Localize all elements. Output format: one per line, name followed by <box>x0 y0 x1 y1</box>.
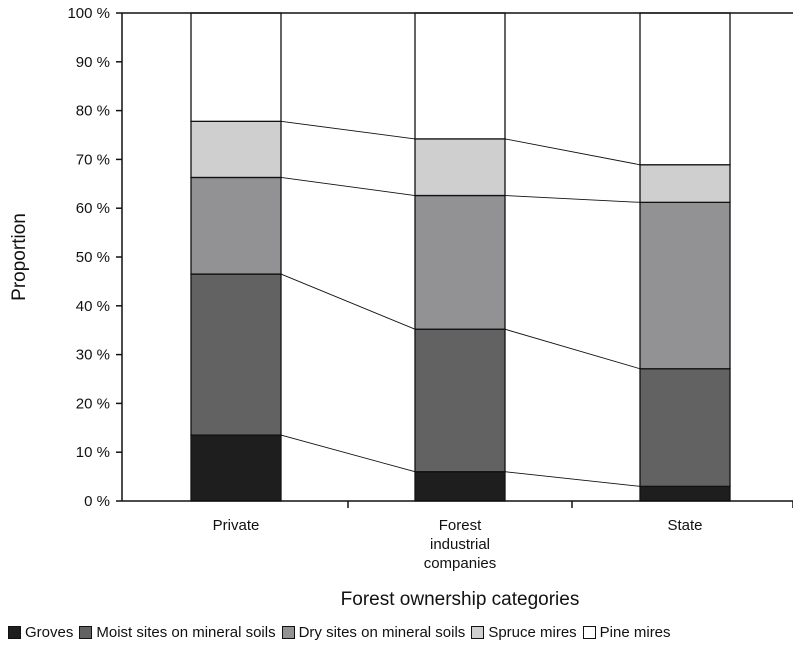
connector-lines <box>280 120 641 487</box>
legend-label: Moist sites on mineral soils <box>96 624 276 641</box>
legend-swatch <box>281 626 295 639</box>
connector-line <box>280 177 416 196</box>
axes <box>121 12 793 502</box>
y-tick-label: 90 % <box>76 54 110 71</box>
connector-line <box>504 328 641 370</box>
y-tick-label: 80 % <box>76 103 110 120</box>
legend-swatch <box>471 626 485 639</box>
y-tick-label: 0 % <box>84 493 110 510</box>
legend-item: Spruce mires <box>471 624 577 641</box>
connector-line <box>504 138 641 166</box>
y-tick-label: 10 % <box>76 444 110 461</box>
bar-segment <box>639 164 731 203</box>
legend-label: Dry sites on mineral soils <box>298 624 466 641</box>
bar-segment <box>190 12 282 122</box>
y-axis-ticks: 0 % 10 % 20 % 30 % 40 % 50 % 60 % 70 % 80 % 90 % 1… <box>67 5 122 510</box>
legend-swatch <box>79 626 93 639</box>
y-tick-label: 50 % <box>76 249 110 266</box>
connector-line <box>504 471 641 487</box>
bar-segment <box>639 485 731 502</box>
bar-segment <box>190 176 282 275</box>
connector-line <box>504 195 641 203</box>
y-tick-label: 30 % <box>76 347 110 364</box>
legend-item: Moist sites on mineral soils <box>79 624 276 641</box>
bar-segment <box>639 201 731 370</box>
bar-segment <box>190 273 282 436</box>
legend-swatch <box>582 626 596 639</box>
connector-line <box>280 434 416 473</box>
connector-line <box>280 120 416 140</box>
legend-label: Spruce mires <box>488 624 577 641</box>
y-tick-label: 40 % <box>76 298 110 315</box>
bar-segment <box>414 471 506 502</box>
x-category-label: Private <box>213 517 260 534</box>
x-category-label: Forest industrial companies <box>424 517 497 572</box>
bar-segment <box>414 12 506 140</box>
legend: Groves Moist sites on mineral soils Dry si… <box>8 624 793 641</box>
bar-segment <box>190 434 282 502</box>
y-tick-label: 20 % <box>76 395 110 412</box>
bar-segment <box>414 328 506 473</box>
legend-label: Groves <box>25 624 74 641</box>
bars <box>190 12 731 502</box>
legend-item: Dry sites on mineral soils <box>281 624 466 641</box>
legend-swatch <box>8 626 21 639</box>
bar-segment <box>639 12 731 166</box>
x-axis-title: Forest ownership categories <box>341 589 580 610</box>
bar-segment <box>639 368 731 488</box>
x-axis-categories: Private Forest industrial companies State <box>213 501 793 572</box>
stacked-bar-chart: 0 % 10 % 20 % 30 % 40 % 50 % 60 % 70 % 80 % 90 % 1… <box>9 5 793 610</box>
connector-line <box>280 273 416 330</box>
bar-segment <box>414 194 506 330</box>
x-category-label: State <box>667 517 702 534</box>
bar-segment <box>190 120 282 179</box>
y-axis-title: Proportion <box>9 213 30 301</box>
legend-item: Groves <box>8 624 73 641</box>
bar-segment <box>414 138 506 197</box>
y-tick-label: 100 % <box>67 5 110 22</box>
y-tick-label: 70 % <box>76 151 110 168</box>
legend-label: Pine mires <box>599 624 671 641</box>
legend-item: Pine mires <box>582 624 671 641</box>
y-tick-label: 60 % <box>76 200 110 217</box>
